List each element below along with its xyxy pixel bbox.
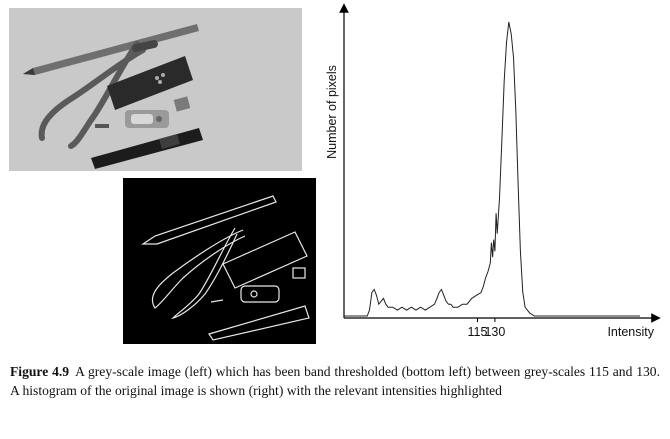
screw-object xyxy=(95,124,109,128)
tag-object xyxy=(125,110,169,128)
thresholded-image xyxy=(123,178,316,344)
y-axis-label: Number of pixels xyxy=(325,65,339,159)
figure-caption: Figure 4.9 A grey-scale image (left) whic… xyxy=(10,362,660,400)
x-tick-label-130: 130 xyxy=(484,325,505,339)
pliers-object xyxy=(38,40,158,149)
grayscale-image xyxy=(9,8,302,171)
chip-object xyxy=(173,96,191,112)
x-axis-label: Intensity xyxy=(607,325,654,339)
x-tick-label-115: 115 xyxy=(468,325,488,339)
figure-caption-text: A grey-scale image (left) which has been… xyxy=(10,364,660,398)
thresholded-outlines xyxy=(141,195,310,341)
remote-object xyxy=(107,56,193,110)
marker-object xyxy=(91,128,203,169)
figure-label: Figure 4.9 xyxy=(10,364,70,379)
histogram-series-line xyxy=(344,21,640,317)
pencil-object xyxy=(23,24,199,75)
thresholded-background xyxy=(123,178,316,344)
